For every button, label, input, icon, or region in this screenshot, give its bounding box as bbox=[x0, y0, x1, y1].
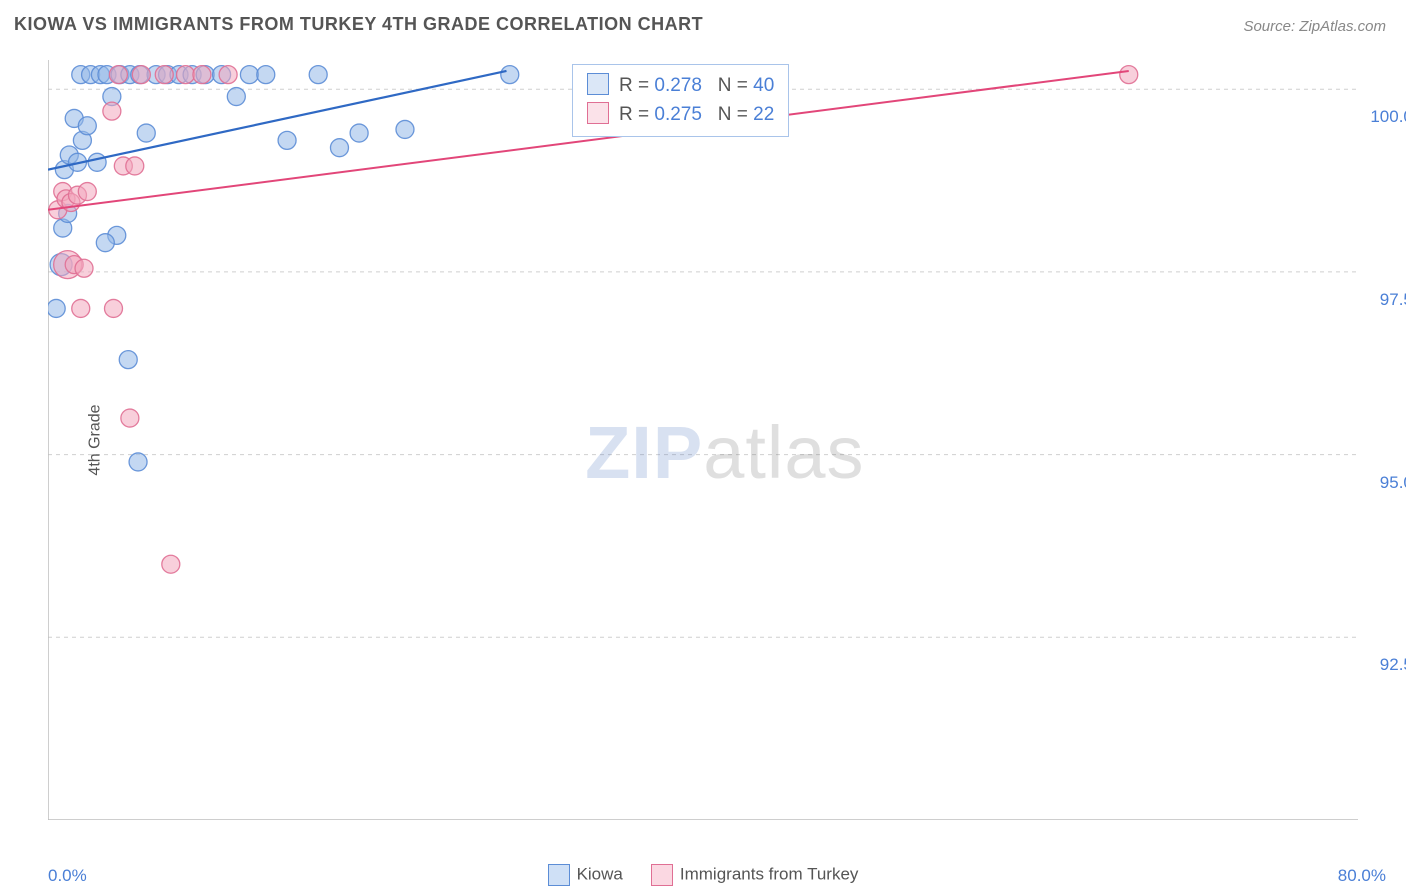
y-tick-label: 97.5% bbox=[1364, 290, 1406, 310]
legend: Kiowa Immigrants from Turkey bbox=[0, 864, 1406, 886]
legend-item: Kiowa bbox=[548, 864, 623, 886]
y-axis-label: 4th Grade bbox=[87, 404, 105, 475]
chart-title: KIOWA VS IMMIGRANTS FROM TURKEY 4TH GRAD… bbox=[14, 14, 703, 35]
source-label: Source: ZipAtlas.com bbox=[1243, 18, 1386, 35]
corr-row: R = 0.275 N = 22 bbox=[587, 100, 774, 129]
legend-item: Immigrants from Turkey bbox=[651, 864, 859, 886]
plot-area: 4th Grade ZIPatlas R = 0.278 N = 40R = 0… bbox=[48, 60, 1358, 820]
correlation-box: R = 0.278 N = 40R = 0.275 N = 22 bbox=[572, 64, 789, 137]
corr-row: R = 0.278 N = 40 bbox=[587, 71, 774, 100]
y-tick-label: 95.0% bbox=[1364, 473, 1406, 493]
y-tick-label: 100.0% bbox=[1364, 107, 1406, 127]
chart-svg bbox=[48, 60, 1358, 820]
y-tick-label: 92.5% bbox=[1364, 655, 1406, 675]
